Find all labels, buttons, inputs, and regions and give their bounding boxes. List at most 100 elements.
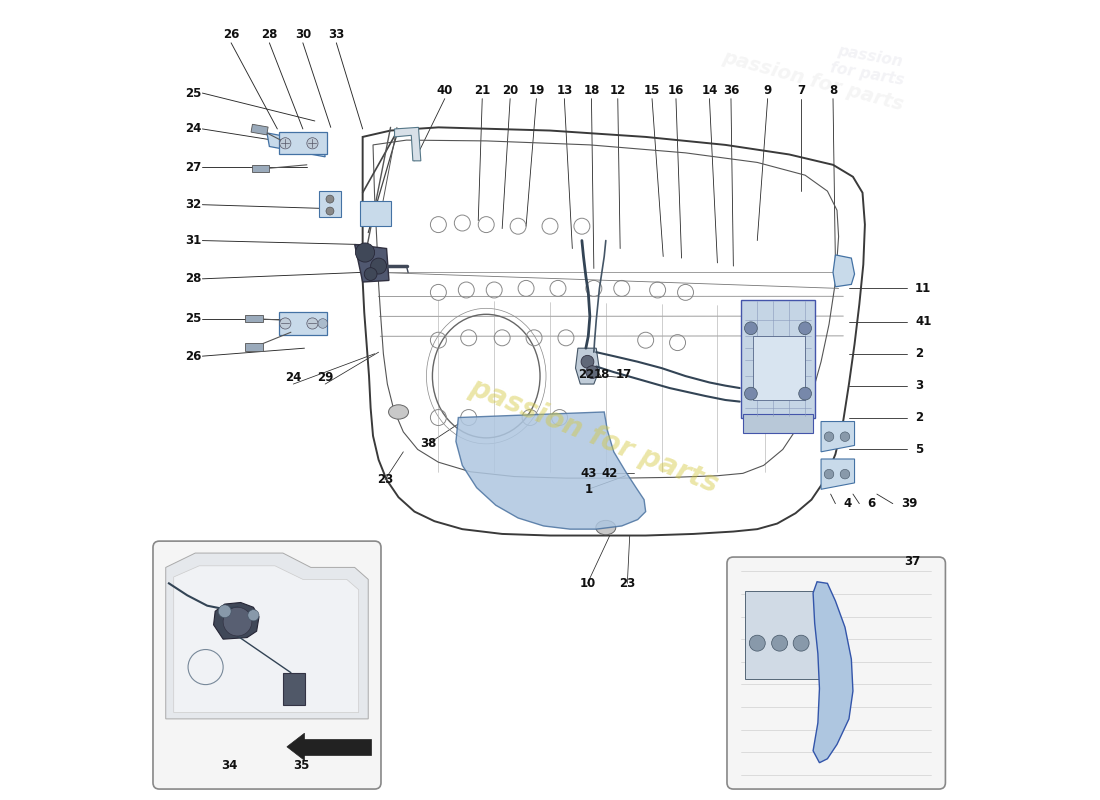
Circle shape xyxy=(749,635,766,651)
Text: 17: 17 xyxy=(615,368,631,381)
Text: 16: 16 xyxy=(668,84,684,97)
Text: 6: 6 xyxy=(867,497,876,510)
Polygon shape xyxy=(301,739,371,754)
Text: 4: 4 xyxy=(844,497,851,510)
Text: 2: 2 xyxy=(915,347,923,360)
Text: 28: 28 xyxy=(185,272,201,286)
Circle shape xyxy=(307,318,318,329)
Text: 35: 35 xyxy=(293,758,309,772)
Polygon shape xyxy=(267,133,326,157)
Text: 14: 14 xyxy=(702,84,717,97)
Circle shape xyxy=(793,635,810,651)
Circle shape xyxy=(581,355,594,368)
Circle shape xyxy=(318,318,328,328)
Text: 28: 28 xyxy=(261,28,277,42)
Circle shape xyxy=(279,138,290,149)
Bar xyxy=(245,314,263,322)
Text: 11: 11 xyxy=(915,282,932,295)
Circle shape xyxy=(279,318,290,329)
Circle shape xyxy=(745,322,757,334)
Bar xyxy=(245,343,263,350)
Circle shape xyxy=(364,268,377,281)
FancyBboxPatch shape xyxy=(153,541,381,789)
Circle shape xyxy=(840,470,850,479)
Text: 26: 26 xyxy=(223,28,240,42)
Bar xyxy=(283,673,306,705)
Text: passion
for parts: passion for parts xyxy=(829,42,909,88)
Circle shape xyxy=(223,607,252,636)
Circle shape xyxy=(840,432,850,442)
Circle shape xyxy=(307,138,318,149)
Polygon shape xyxy=(354,245,389,282)
Bar xyxy=(742,414,813,434)
Text: 25: 25 xyxy=(185,86,201,99)
Text: 38: 38 xyxy=(420,438,437,450)
Text: 8: 8 xyxy=(829,84,837,97)
Circle shape xyxy=(799,322,812,334)
Text: 18: 18 xyxy=(583,84,600,97)
Polygon shape xyxy=(166,553,368,719)
Text: passion for parts: passion for parts xyxy=(465,373,723,498)
Text: 34: 34 xyxy=(221,758,238,772)
Circle shape xyxy=(219,605,231,618)
Bar xyxy=(741,299,815,418)
Text: 7: 7 xyxy=(798,84,805,97)
Bar xyxy=(754,336,805,400)
Text: 29: 29 xyxy=(317,371,333,384)
Text: 24: 24 xyxy=(185,122,201,135)
Text: 25: 25 xyxy=(185,312,201,325)
Text: 37: 37 xyxy=(904,554,921,567)
Bar xyxy=(319,191,341,217)
Circle shape xyxy=(326,195,334,203)
Ellipse shape xyxy=(388,405,408,419)
Circle shape xyxy=(371,258,386,274)
Text: 23: 23 xyxy=(619,577,636,590)
Text: 43: 43 xyxy=(580,467,596,480)
Polygon shape xyxy=(813,582,852,762)
Polygon shape xyxy=(213,602,258,639)
Text: 22: 22 xyxy=(578,368,594,381)
Text: 33: 33 xyxy=(328,28,344,42)
Text: 2: 2 xyxy=(915,411,923,424)
Bar xyxy=(279,312,327,334)
Bar xyxy=(746,591,825,679)
Circle shape xyxy=(824,432,834,442)
Text: 19: 19 xyxy=(528,84,544,97)
Text: 36: 36 xyxy=(723,84,739,97)
Text: 26: 26 xyxy=(185,350,201,362)
Polygon shape xyxy=(575,348,600,384)
Polygon shape xyxy=(455,412,646,529)
Polygon shape xyxy=(821,422,855,452)
Text: 24: 24 xyxy=(285,371,301,384)
Circle shape xyxy=(771,635,788,651)
Text: 10: 10 xyxy=(580,577,595,590)
Circle shape xyxy=(799,387,812,400)
Text: 18: 18 xyxy=(594,368,610,381)
Text: passion for parts: passion for parts xyxy=(720,48,906,114)
Ellipse shape xyxy=(596,520,616,534)
Text: 20: 20 xyxy=(502,84,518,97)
Text: 9: 9 xyxy=(763,84,772,97)
Text: 12: 12 xyxy=(609,84,626,97)
Text: 32: 32 xyxy=(185,198,201,211)
Polygon shape xyxy=(395,127,421,161)
Circle shape xyxy=(586,366,598,378)
Text: 15: 15 xyxy=(644,84,660,97)
Polygon shape xyxy=(174,566,359,713)
Text: 30: 30 xyxy=(295,28,311,42)
Circle shape xyxy=(326,207,334,215)
Circle shape xyxy=(355,243,375,262)
Text: 3: 3 xyxy=(915,379,923,392)
Text: 31: 31 xyxy=(185,234,201,247)
Circle shape xyxy=(824,470,834,479)
Text: 41: 41 xyxy=(915,315,932,328)
Text: 23: 23 xyxy=(377,474,393,486)
Text: 42: 42 xyxy=(602,467,618,480)
Bar xyxy=(279,132,327,154)
Circle shape xyxy=(745,387,757,400)
Polygon shape xyxy=(821,459,855,490)
Text: 39: 39 xyxy=(901,497,917,510)
Text: 40: 40 xyxy=(437,84,453,97)
Bar xyxy=(361,201,390,226)
Polygon shape xyxy=(833,255,855,286)
